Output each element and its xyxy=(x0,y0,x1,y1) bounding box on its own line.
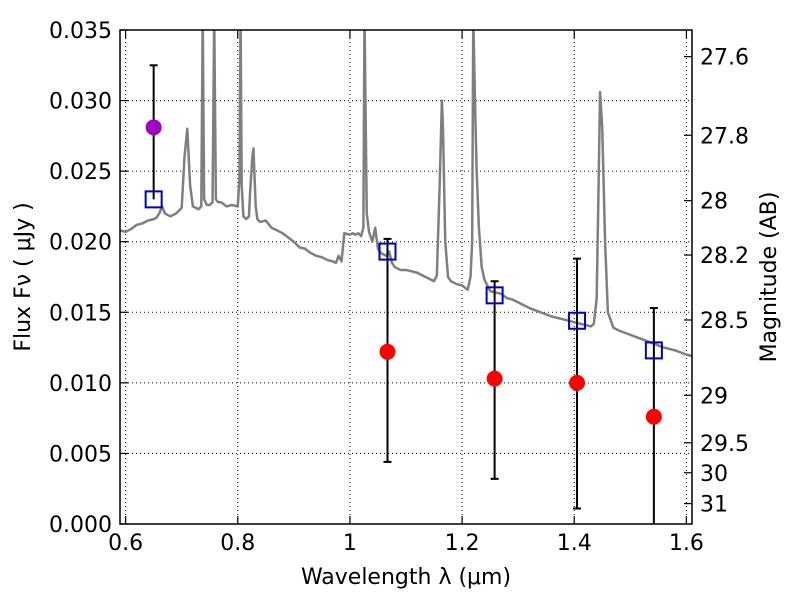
y2-tick-label: 27.8 xyxy=(700,124,749,149)
y2-tick-label: 30 xyxy=(700,462,728,487)
observed-point xyxy=(379,343,396,360)
model-point xyxy=(144,190,163,209)
x-tick-label: 0.8 xyxy=(220,531,255,556)
y2-tick-label: 28.2 xyxy=(700,244,749,269)
observed-point xyxy=(645,408,662,425)
x-tick-label: 1.2 xyxy=(445,531,480,556)
y-tick-label: 0.030 xyxy=(49,90,112,115)
observed-point xyxy=(569,374,586,391)
axes: 0.6 0.8 1 1.2 1.4 1.6 0.000 0.005 0.010 0.015 0.02… xyxy=(49,19,749,556)
plot-area xyxy=(120,30,692,524)
observed-point xyxy=(486,370,503,387)
x-tick-label: 0.6 xyxy=(108,531,143,556)
y-tick-label: 0.005 xyxy=(49,442,112,467)
plot-frame xyxy=(119,29,693,525)
y-tick-label: 0.000 xyxy=(49,513,112,538)
y2-tick-label: 28 xyxy=(700,190,728,215)
y2-tick-label: 28.5 xyxy=(700,309,749,334)
y-axis-label: Flux Fν ( μJy ) xyxy=(11,202,36,351)
x-tick-label: 1 xyxy=(343,531,357,556)
y2-tick-label: 31 xyxy=(700,493,728,518)
y-tick-label: 0.025 xyxy=(49,160,112,185)
y-tick-label: 0.035 xyxy=(49,19,112,44)
model-point xyxy=(568,311,587,330)
spectrum-line xyxy=(120,30,692,358)
y2-tick-label: 27.6 xyxy=(700,46,749,71)
observed-point-alt xyxy=(145,119,162,136)
y2-tick-label: 29 xyxy=(700,384,728,409)
x-axis-label: Wavelength λ (μm) xyxy=(301,565,511,590)
y2-axis-label: Magnitude (AB) xyxy=(757,192,782,363)
y-tick-label: 0.015 xyxy=(49,301,112,326)
x-tick-label: 1.4 xyxy=(557,531,592,556)
model-point xyxy=(485,286,504,305)
y-tick-label: 0.020 xyxy=(49,231,112,256)
model-point xyxy=(378,242,397,261)
x-tick-label: 1.6 xyxy=(669,531,704,556)
model-point xyxy=(644,341,663,360)
y-tick-label: 0.010 xyxy=(49,372,112,397)
y2-tick-label: 29.5 xyxy=(700,432,749,457)
